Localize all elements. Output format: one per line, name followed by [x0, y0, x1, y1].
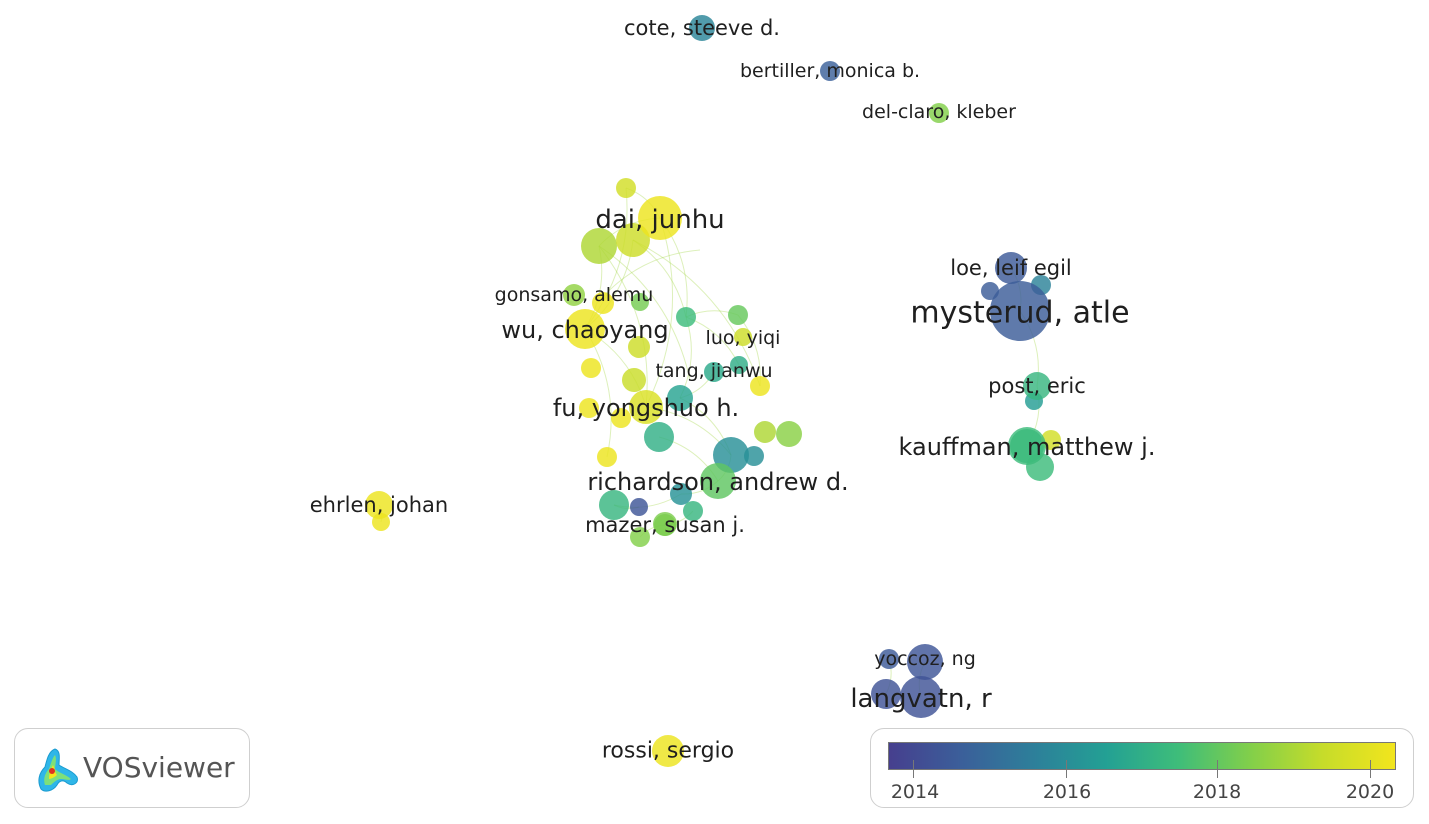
- legend-tick: [1217, 760, 1218, 778]
- network-node[interactable]: [900, 676, 942, 718]
- node-label[interactable]: rossi, sergio: [602, 739, 734, 764]
- network-node[interactable]: [744, 446, 764, 466]
- network-node[interactable]: [704, 362, 724, 382]
- network-edge: [598, 245, 691, 381]
- network-node[interactable]: [563, 284, 585, 306]
- network-node[interactable]: [622, 368, 646, 392]
- network-node[interactable]: [644, 422, 674, 452]
- network-node[interactable]: [750, 376, 770, 396]
- network-labels: cote, steeve d. bertiller, monica b. del-c…: [310, 16, 1156, 764]
- network-node[interactable]: [700, 463, 736, 499]
- network-node[interactable]: [599, 490, 629, 520]
- network-node[interactable]: [683, 501, 703, 521]
- network-node[interactable]: [652, 735, 684, 767]
- node-label[interactable]: bertiller, monica b.: [740, 60, 920, 82]
- network-node[interactable]: [616, 178, 636, 198]
- node-label[interactable]: mysterud, atle: [910, 296, 1129, 331]
- network-node[interactable]: [730, 356, 748, 374]
- network-edge: [632, 239, 761, 387]
- network-node[interactable]: [630, 527, 650, 547]
- network-node[interactable]: [728, 305, 748, 325]
- node-label[interactable]: tang, jianwu: [655, 360, 772, 382]
- vosviewer-logo-text: VOSviewer: [83, 751, 235, 784]
- network-node[interactable]: [990, 281, 1050, 341]
- network-node[interactable]: [879, 649, 899, 669]
- legend-label-2016: 2016: [1042, 781, 1092, 803]
- node-label[interactable]: richardson, andrew d.: [587, 468, 848, 496]
- network-node[interactable]: [631, 293, 649, 311]
- network-edge: [598, 245, 648, 408]
- network-node[interactable]: [628, 336, 650, 358]
- node-label[interactable]: fu, yongshuo h.: [553, 394, 739, 422]
- network-node[interactable]: [611, 408, 631, 428]
- node-label[interactable]: del-claro, kleber: [862, 101, 1016, 123]
- network-node[interactable]: [616, 223, 650, 257]
- node-label[interactable]: kauffman, matthew j.: [899, 433, 1156, 461]
- overlay-color-legend: 2014 2016 2018 2020: [870, 728, 1414, 808]
- node-label[interactable]: loe, leif egil: [950, 256, 1072, 280]
- network-node[interactable]: [670, 483, 692, 505]
- network-node[interactable]: [929, 103, 949, 123]
- legend-label-2020: 2020: [1345, 781, 1395, 803]
- node-label[interactable]: langvatn, r: [850, 684, 992, 714]
- network-node[interactable]: [638, 196, 682, 240]
- network-node[interactable]: [820, 61, 840, 81]
- network-node[interactable]: [365, 491, 393, 519]
- network-node[interactable]: [1023, 372, 1051, 400]
- node-label[interactable]: yoccoz, ng: [874, 648, 976, 670]
- network-node[interactable]: [630, 498, 648, 516]
- network-node[interactable]: [579, 398, 599, 418]
- vosviewer-logo-box: VOSviewer: [14, 728, 250, 808]
- network-node[interactable]: [689, 15, 715, 41]
- legend-tick: [913, 760, 914, 778]
- network-node[interactable]: [995, 252, 1027, 284]
- network-node[interactable]: [629, 390, 663, 424]
- network-node[interactable]: [734, 328, 752, 346]
- legend-tick: [1370, 760, 1371, 778]
- vosviewer-logo-icon: [38, 748, 78, 792]
- network-node[interactable]: [653, 512, 677, 536]
- network-node[interactable]: [676, 307, 696, 327]
- network-node[interactable]: [565, 309, 605, 349]
- node-label[interactable]: gonsamo, alemu: [495, 284, 654, 306]
- network-edge: [645, 217, 674, 408]
- node-label[interactable]: ehrlen, johan: [310, 493, 448, 517]
- network-node[interactable]: [754, 421, 776, 443]
- network-node[interactable]: [776, 421, 802, 447]
- legend-label-2014: 2014: [890, 781, 940, 803]
- network-node[interactable]: [871, 679, 901, 709]
- network-edge: [599, 249, 701, 301]
- node-label[interactable]: mazer, susan j.: [585, 513, 745, 537]
- network-node[interactable]: [1008, 427, 1046, 465]
- network-node[interactable]: [907, 644, 943, 680]
- network-nodes: [365, 15, 1061, 767]
- legend-gradient-bar: [888, 742, 1396, 770]
- network-node[interactable]: [1041, 430, 1061, 450]
- network-node[interactable]: [581, 228, 617, 264]
- node-label[interactable]: dai, junhu: [595, 205, 724, 235]
- legend-label-2018: 2018: [1192, 781, 1242, 803]
- node-label[interactable]: wu, chaoyang: [501, 316, 668, 344]
- network-node[interactable]: [597, 447, 617, 467]
- node-label[interactable]: luo, yiqi: [706, 327, 781, 349]
- network-node[interactable]: [667, 385, 693, 411]
- node-label[interactable]: cote, steeve d.: [624, 16, 780, 40]
- network-node[interactable]: [592, 292, 614, 314]
- network-node[interactable]: [581, 358, 601, 378]
- node-label[interactable]: post, eric: [988, 374, 1086, 398]
- legend-tick: [1066, 760, 1067, 778]
